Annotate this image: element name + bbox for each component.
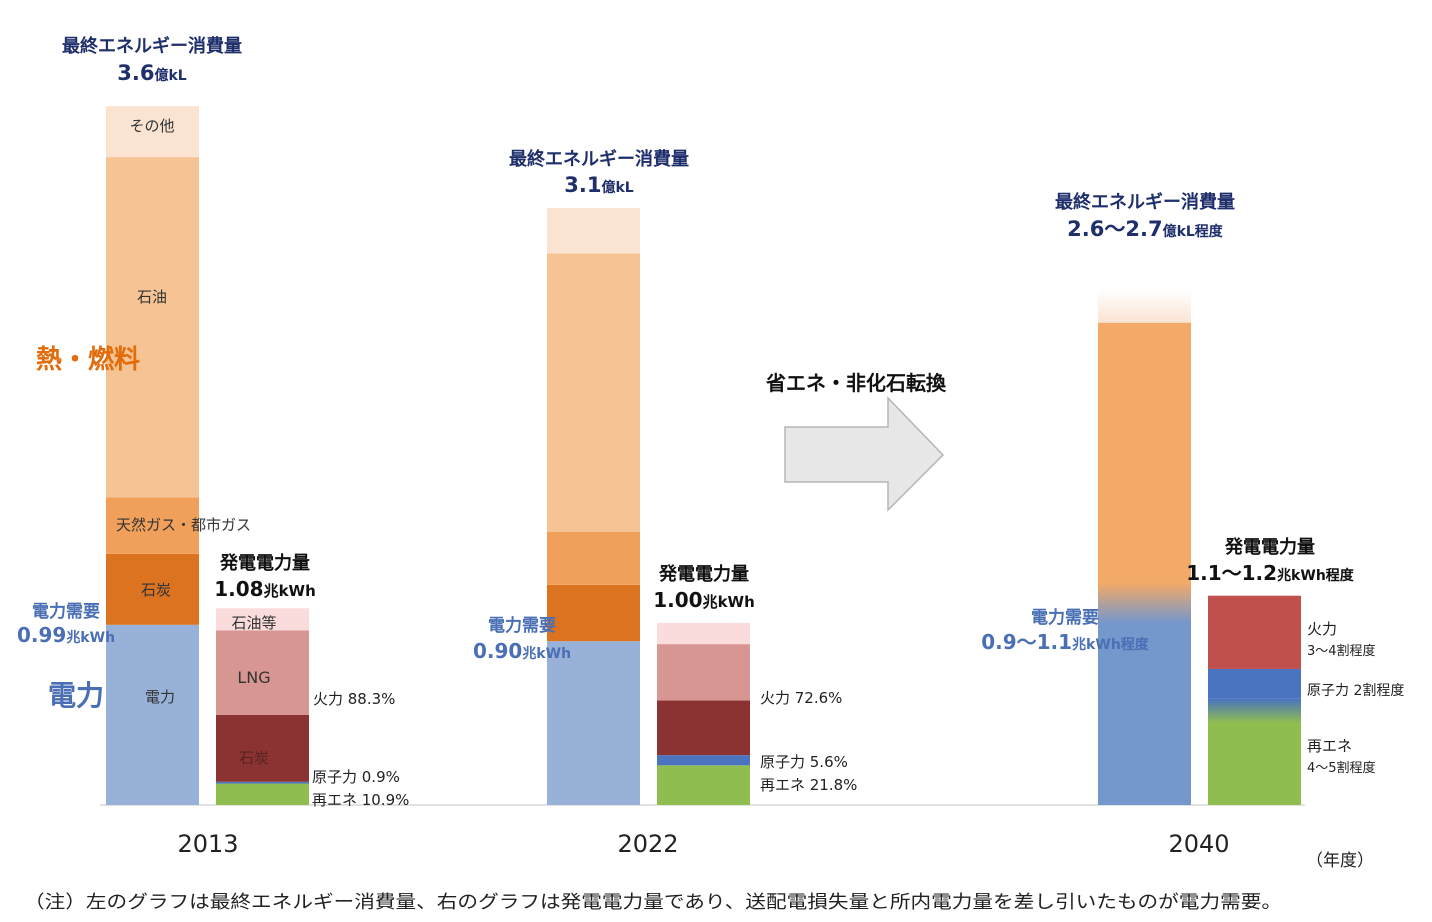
bar-heat-2040: [1098, 322, 1191, 583]
gen-bar-renewable-2040: [1208, 710, 1301, 805]
bar-oil-2022: [547, 253, 640, 533]
demand-value-2040: 0.9〜1.1兆kWh程度: [981, 630, 1150, 654]
gen-segment-label-lng: LNG: [237, 668, 270, 687]
bar-heat-power-blend-2040: [1098, 583, 1191, 623]
gen-segment-label-oil: 石油等: [231, 614, 276, 632]
bar-other-2022: [547, 208, 640, 254]
share-nuclear-2013: 原子力 0.9%: [312, 768, 400, 786]
year-unit-label: （年度）: [1306, 851, 1374, 871]
gen-bar-oil-2013: [216, 608, 309, 631]
share-thermal-2013: 火力 88.3%: [313, 690, 395, 708]
gen-bar-renewable-2022: [657, 765, 750, 805]
demand-label-2040: 電力需要: [1031, 607, 1099, 628]
share-renew-sub-2040: 4〜5割程度: [1307, 760, 1376, 776]
generation-title-2040: 発電電力量: [1224, 536, 1315, 558]
segment-label-gas: 天然ガス・都市ガス: [116, 516, 251, 534]
generation-title-2022: 発電電力量: [658, 563, 749, 585]
share-thermal-2040: 火力: [1307, 620, 1337, 638]
share-renew-2040: 再エネ: [1307, 737, 1352, 755]
demand-label-2022: 電力需要: [488, 615, 556, 636]
consumption-title-2013: 最終エネルギー消費量: [62, 35, 242, 57]
consumption-title-2022: 最終エネルギー消費量: [509, 148, 689, 170]
share-renew-2013: 再エネ 10.9%: [312, 791, 409, 809]
share-renew-2022: 再エネ 21.8%: [760, 776, 857, 794]
generation-total-2022: 1.00兆kWh: [653, 588, 755, 612]
bar-power-2040: [1098, 623, 1191, 805]
bar-oil-2013: [106, 157, 199, 498]
bar-other-2013: [106, 106, 199, 158]
year-label-2022: 2022: [617, 830, 678, 858]
segment-label-other: その他: [129, 117, 174, 135]
generation-bars: [216, 595, 1301, 805]
gen-bar-nuclear-2040: [1208, 668, 1301, 699]
share-thermal-2022: 火力 72.6%: [760, 689, 842, 707]
bar-other-2040: [1098, 289, 1191, 323]
demand-value-2013: 0.99兆kWh: [17, 623, 115, 647]
gen-segment-label-coal: 石炭: [239, 749, 269, 767]
bar-coal-2013: [106, 553, 199, 625]
bar-coal-2022: [547, 584, 640, 642]
bar-gas-2022: [547, 532, 640, 585]
bar-gas-2013: [106, 497, 199, 554]
consumption-total-2022: 3.1億kL: [564, 173, 634, 197]
consumption-bars: [106, 106, 1191, 805]
gen-bar-oil-2022: [657, 623, 750, 645]
heat-fuel-label: 熱・燃料: [36, 345, 140, 375]
arrow-label: 省エネ・非化石転換: [765, 371, 947, 395]
share-nuclear-2040: 原子力 2割程度: [1307, 682, 1404, 699]
demand-value-2022: 0.90兆kWh: [473, 639, 571, 663]
year-label-2040: 2040: [1168, 830, 1229, 858]
generation-total-2013: 1.08兆kWh: [214, 577, 316, 601]
gen-bar-nuclear-renew-blend-2040: [1208, 698, 1301, 723]
segment-label-power: 電力: [145, 688, 175, 706]
gen-bar-coal-2013: [216, 714, 309, 782]
year-label-2013: 2013: [177, 830, 238, 858]
arrow-right-icon: [784, 396, 945, 512]
gen-bar-nuclear-2022: [657, 755, 750, 766]
share-nuclear-2022: 原子力 5.6%: [760, 753, 848, 771]
bar-power-2022: [547, 641, 640, 805]
gen-bar-renewable-2013: [216, 783, 309, 805]
consumption-total-2013: 3.6億kL: [117, 61, 187, 85]
footnote: （注）左のグラフは最終エネルギー消費量、右のグラフは発電電力量であり、送配電損失…: [24, 892, 1282, 913]
bar-power-2013: [106, 624, 199, 805]
gen-bar-nuclear-2013: [216, 781, 309, 784]
generation-total-2040: 1.1〜1.2兆kWh程度: [1186, 561, 1355, 585]
consumption-total-2040: 2.6〜2.7億kL程度: [1067, 217, 1224, 241]
segment-label-oil: 石油: [137, 288, 167, 306]
gen-bar-thermal-2040: [1208, 595, 1301, 669]
generation-title-2013: 発電電力量: [219, 552, 310, 574]
share-thermal-sub-2040: 3〜4割程度: [1307, 643, 1376, 659]
gen-bar-lng-2013: [216, 630, 309, 715]
gen-bar-lng-2022: [657, 644, 750, 701]
gen-bar-coal-2022: [657, 700, 750, 756]
segment-label-coal: 石炭: [141, 581, 171, 599]
consumption-title-2040: 最終エネルギー消費量: [1055, 191, 1235, 213]
power-label: 電力: [48, 679, 104, 712]
demand-label-2013: 電力需要: [32, 601, 100, 622]
